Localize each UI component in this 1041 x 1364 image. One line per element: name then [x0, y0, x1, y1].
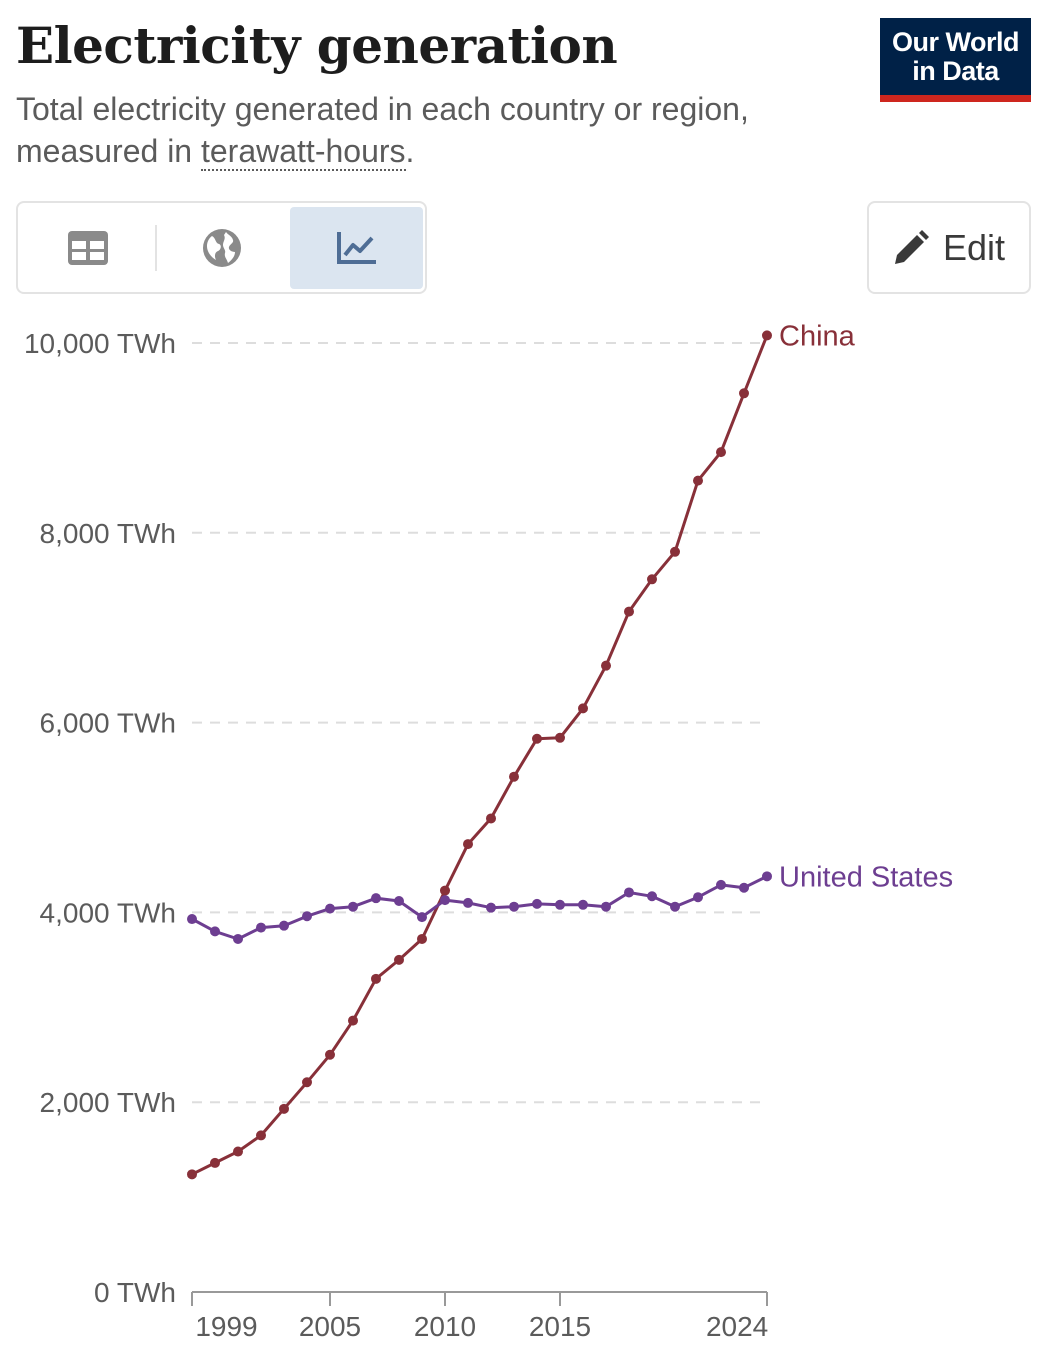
data-point: [394, 954, 404, 965]
logo-line-1: Our World: [892, 26, 1020, 57]
data-point: [693, 892, 703, 903]
chart-subtitle: Total electricity generated in each coun…: [16, 88, 856, 172]
edit-label: Edit: [942, 226, 1006, 268]
terawatt-hours-link[interactable]: terawatt-hours: [200, 133, 406, 171]
data-point: [532, 898, 542, 909]
data-point: [348, 901, 358, 912]
data-point: [578, 899, 588, 910]
data-point: [210, 1157, 220, 1168]
x-tick-label: 1999: [195, 1311, 257, 1342]
series-label-china: China: [779, 320, 856, 352]
x-tick-label: 2015: [529, 1311, 591, 1342]
data-point: [187, 914, 197, 925]
data-point: [187, 1169, 197, 1180]
data-point: [256, 922, 266, 933]
data-point: [716, 447, 726, 458]
data-point: [670, 901, 680, 912]
pencil-icon: [894, 229, 929, 264]
data-point: [532, 733, 542, 744]
y-tick-label: 8,000 TWh: [40, 518, 176, 549]
table-icon: [68, 231, 108, 265]
data-point: [739, 388, 749, 399]
owid-logo[interactable]: Our World in Data: [880, 18, 1031, 102]
tab-chart[interactable]: [290, 207, 423, 289]
subtitle-period: .: [405, 133, 415, 169]
x-tick-label: 2005: [299, 1311, 361, 1342]
data-point: [509, 771, 519, 782]
data-point: [486, 813, 496, 824]
data-point: [624, 887, 634, 898]
series-line-china: [191, 334, 769, 1176]
y-tick-label: 2,000 TWh: [40, 1087, 176, 1118]
y-tick-label: 4,000 TWh: [40, 897, 176, 928]
data-point: [601, 901, 611, 912]
tab-map[interactable]: [156, 207, 288, 289]
data-point: [463, 839, 473, 850]
data-point: [509, 901, 519, 912]
data-point: [256, 1130, 266, 1141]
data-point: [279, 1103, 289, 1114]
chart-title: Electricity generation: [16, 16, 618, 75]
tab-table[interactable]: [22, 207, 154, 289]
x-tick-label: 2024: [706, 1311, 768, 1342]
data-point: [601, 660, 611, 671]
data-point: [440, 895, 450, 906]
data-point: [302, 911, 312, 922]
data-point: [647, 574, 657, 585]
line-chart: 0 TWh 2,000 TWh 4,000 TWh 6,000 TWh 8,000 TW…: [24, 320, 953, 1342]
data-point: [463, 897, 473, 908]
x-tick-label: 2010: [414, 1311, 476, 1342]
series-label-united-states: United States: [779, 861, 953, 893]
data-point: [279, 920, 289, 931]
data-point: [578, 703, 588, 714]
y-tick-label: 0 TWh: [94, 1277, 176, 1308]
data-point: [762, 871, 772, 882]
tab-divider: [155, 225, 157, 271]
data-point: [348, 1015, 358, 1026]
data-point: [762, 330, 772, 341]
line-chart-icon: [336, 232, 376, 264]
data-point: [555, 732, 565, 743]
data-point: [739, 882, 749, 893]
data-point: [693, 475, 703, 486]
data-point: [325, 1049, 335, 1060]
subtitle-text: Total electricity generated in each coun…: [16, 91, 749, 169]
series-line-united-states: [191, 874, 768, 941]
globe-icon: [203, 229, 241, 267]
data-point: [325, 903, 335, 914]
y-tick-label: 10,000 TWh: [24, 328, 176, 359]
data-point: [555, 899, 565, 910]
data-point: [233, 1146, 243, 1157]
data-point: [394, 896, 404, 907]
data-point: [716, 879, 726, 890]
data-point: [647, 891, 657, 902]
edit-button[interactable]: Edit: [867, 201, 1031, 294]
data-point: [670, 546, 680, 557]
data-point: [417, 912, 427, 923]
data-point: [371, 893, 381, 904]
data-point: [440, 885, 450, 896]
data-point: [210, 926, 220, 937]
y-tick-label: 6,000 TWh: [40, 708, 176, 739]
data-point: [624, 606, 634, 617]
data-point: [371, 973, 381, 984]
data-point: [417, 933, 427, 944]
logo-line-2: in Data: [912, 55, 999, 86]
data-point: [302, 1077, 312, 1088]
data-point: [233, 933, 243, 944]
view-tabs: [16, 201, 427, 294]
data-point: [486, 902, 496, 913]
